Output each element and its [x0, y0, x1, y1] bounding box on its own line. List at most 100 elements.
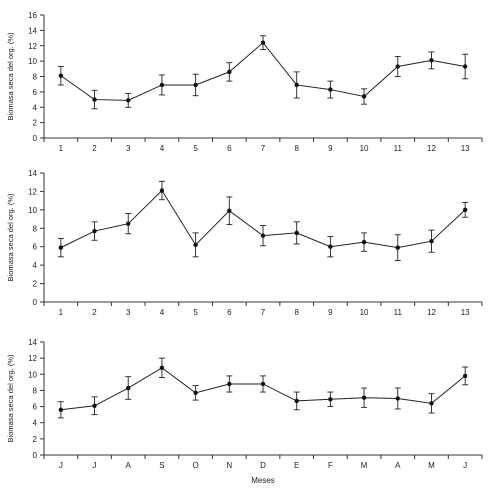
x-tick-label: S: [159, 461, 164, 470]
data-point: [159, 365, 165, 371]
data-point: [361, 395, 367, 400]
x-tick-label: F: [328, 461, 333, 470]
x-tick-label: A: [126, 461, 132, 470]
y-tick-label: 4: [33, 261, 38, 270]
x-tick-label: 12: [427, 144, 436, 153]
y-tick-label: 8: [33, 224, 38, 233]
x-axis-label: Meses: [251, 476, 275, 485]
y-tick-label: 4: [33, 103, 38, 112]
x-tick-label: J: [463, 461, 467, 470]
x-tick-label: D: [260, 461, 266, 470]
data-point: [193, 242, 198, 248]
x-tick-label: 11: [394, 144, 403, 153]
data-point: [260, 40, 266, 45]
data-point: [328, 397, 333, 402]
data-point: [395, 64, 400, 69]
x-tick-label: 10: [360, 308, 369, 317]
y-tick-label: 0: [33, 134, 38, 143]
y-tick-label: 10: [28, 206, 37, 215]
x-tick-label: J: [59, 461, 63, 470]
data-point: [58, 407, 64, 412]
y-tick-label: 2: [33, 119, 38, 128]
x-tick-label: 2: [92, 308, 97, 317]
x-tick-label: A: [395, 461, 401, 470]
x-tick-label: 3: [126, 144, 131, 153]
x-tick-label: 1: [59, 144, 64, 153]
x-tick-label: 6: [227, 144, 232, 153]
y-tick-label: 14: [28, 338, 37, 347]
x-tick-label: 4: [160, 308, 165, 317]
x-tick-label: 1: [59, 308, 64, 317]
data-point: [462, 373, 468, 379]
data-point: [159, 82, 165, 88]
data-point: [227, 69, 232, 75]
x-tick-label: 5: [193, 144, 198, 153]
y-tick-label: 6: [33, 403, 38, 412]
x-tick-label: 2: [92, 144, 97, 153]
x-tick-label: 3: [126, 308, 131, 317]
x-tick-label: 5: [193, 308, 198, 317]
x-tick-label: 9: [328, 308, 333, 317]
x-tick-label: M: [428, 461, 435, 470]
data-point: [126, 385, 131, 391]
y-tick-label: 4: [33, 419, 38, 428]
data-point: [328, 244, 333, 249]
y-tick-label: 6: [33, 243, 38, 252]
x-tick-label: O: [192, 461, 198, 470]
data-point: [294, 398, 299, 404]
data-point: [193, 390, 198, 396]
y-tick-label: 8: [33, 73, 38, 82]
data-point: [462, 64, 468, 69]
data-point: [294, 230, 299, 236]
data-point: [328, 87, 333, 92]
y-axis-label: Biomasa seca del org. (%): [6, 354, 15, 442]
data-point: [58, 245, 64, 250]
y-tick-label: 12: [28, 354, 37, 363]
y-tick-label: 14: [28, 26, 37, 35]
y-axis-label: Biomasa seca del org. (%): [6, 32, 15, 120]
x-tick-label: 8: [294, 144, 299, 153]
y-tick-label: 12: [28, 42, 37, 51]
data-point: [193, 82, 198, 88]
data-point: [260, 233, 266, 238]
data-point: [92, 403, 97, 408]
data-point: [227, 381, 232, 387]
data-point: [294, 82, 299, 88]
x-tick-label: 8: [294, 308, 299, 317]
x-tick-label: 12: [427, 308, 436, 317]
data-point: [462, 207, 468, 213]
y-tick-label: 0: [33, 298, 38, 307]
y-tick-label: 10: [28, 57, 37, 66]
x-tick-label: 13: [461, 308, 470, 317]
data-point: [429, 401, 434, 406]
data-point: [126, 221, 131, 226]
x-tick-label: 6: [227, 308, 232, 317]
data-point: [58, 73, 64, 78]
data-point: [159, 188, 165, 193]
data-point: [126, 98, 131, 103]
x-tick-label: 7: [261, 308, 266, 317]
x-tick-label: E: [294, 461, 299, 470]
y-tick-label: 12: [28, 187, 37, 196]
x-tick-label: 10: [360, 144, 369, 153]
y-tick-label: 2: [33, 435, 38, 444]
y-tick-label: 16: [28, 11, 37, 20]
x-tick-label: N: [226, 461, 232, 470]
data-point: [260, 381, 266, 387]
x-tick-label: M: [361, 461, 368, 470]
data-point: [361, 239, 367, 245]
y-tick-label: 14: [28, 169, 37, 178]
data-point: [395, 396, 400, 401]
y-tick-label: 8: [33, 386, 38, 395]
data-point: [429, 238, 434, 244]
x-tick-label: J: [93, 461, 97, 470]
x-tick-label: 7: [261, 144, 266, 153]
data-point: [227, 208, 232, 213]
y-tick-label: 10: [28, 370, 37, 379]
x-tick-label: 9: [328, 144, 333, 153]
y-tick-label: 6: [33, 88, 38, 97]
x-tick-label: 13: [461, 144, 470, 153]
